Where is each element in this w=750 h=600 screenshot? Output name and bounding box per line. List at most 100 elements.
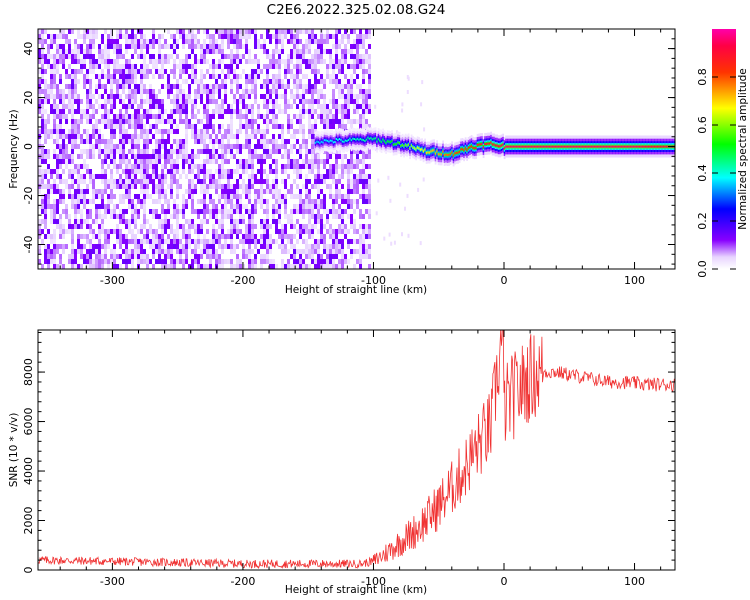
noise-cell — [122, 64, 125, 69]
noise-cell — [185, 254, 188, 259]
noise-cell — [323, 119, 326, 124]
noise-cell — [47, 259, 50, 264]
noise-cell — [110, 134, 113, 139]
noise-cell — [185, 79, 188, 84]
noise-cell — [125, 74, 128, 79]
noise-cell — [80, 139, 83, 144]
noise-cell — [56, 49, 59, 54]
signal-core-cell — [361, 138, 363, 141]
noise-cell — [236, 89, 239, 94]
noise-cell — [272, 104, 275, 109]
noise-cell — [350, 154, 353, 159]
noise-cell — [74, 94, 77, 99]
noise-cell — [218, 179, 221, 184]
noise-cell — [41, 239, 44, 244]
noise-cell — [167, 79, 170, 84]
noise-cell — [194, 129, 197, 134]
noise-cell — [41, 179, 44, 184]
noise-cell — [176, 204, 179, 209]
noise-cell — [53, 264, 56, 269]
noise-cell — [236, 34, 239, 39]
noise-cell — [314, 109, 317, 114]
noise-cell — [236, 29, 239, 34]
noise-cell — [335, 159, 338, 164]
noise-cell — [200, 89, 203, 94]
noise-cell — [209, 154, 212, 159]
noise-cell — [296, 259, 299, 264]
noise-cell — [281, 224, 284, 229]
noise-cell — [203, 204, 206, 209]
noise-cell — [230, 189, 233, 194]
noise-cell — [302, 249, 305, 254]
noise-cell — [299, 174, 302, 179]
signal-core-cell — [527, 145, 530, 148]
noise-cell — [122, 119, 125, 124]
noise-cell — [80, 189, 83, 194]
noise-cell — [56, 144, 59, 149]
noise-cell — [53, 204, 56, 209]
noise-cell — [47, 134, 50, 139]
noise-cell — [290, 144, 293, 149]
noise-cell — [323, 99, 326, 104]
noise-cell — [332, 259, 335, 264]
noise-cell — [167, 254, 170, 259]
noise-cell — [356, 34, 359, 39]
noise-cell — [194, 174, 197, 179]
noise-cell — [101, 199, 104, 204]
noise-cell — [212, 244, 215, 249]
noise-cell — [368, 109, 371, 114]
noise-cell — [80, 174, 83, 179]
noise-cell — [95, 219, 98, 224]
noise-cell — [242, 264, 245, 269]
signal-core-cell — [379, 139, 381, 142]
noise-cell — [176, 124, 179, 129]
noise-cell — [359, 169, 362, 174]
noise-cell — [356, 164, 359, 169]
noise-cell — [176, 249, 179, 254]
noise-cell — [38, 244, 41, 249]
noise-cell — [197, 84, 200, 89]
noise-cell — [191, 239, 194, 244]
noise-cell — [44, 59, 47, 64]
noise-cell — [284, 154, 287, 159]
noise-cell — [53, 84, 56, 89]
noise-cell — [47, 254, 50, 259]
noise-cell — [248, 59, 251, 64]
noise-cell — [185, 119, 188, 124]
noise-cell — [278, 104, 281, 109]
noise-cell — [299, 114, 302, 119]
noise-cell — [311, 109, 314, 114]
noise-cell — [266, 69, 269, 74]
signal-core-cell — [644, 145, 647, 148]
noise-cell — [347, 99, 350, 104]
noise-cell — [200, 94, 203, 99]
noise-cell — [167, 94, 170, 99]
noise-cell — [215, 109, 218, 114]
noise-cell — [152, 229, 155, 234]
noise-cell — [239, 54, 242, 59]
noise-cell — [188, 159, 191, 164]
noise-cell — [122, 194, 125, 199]
noise-cell — [326, 69, 329, 74]
noise-cell — [194, 249, 197, 254]
noise-cell — [176, 44, 179, 49]
noise-cell — [131, 229, 134, 234]
noise-cell — [98, 239, 101, 244]
noise-cell — [92, 109, 95, 114]
noise-cell — [224, 244, 227, 249]
signal-core-cell — [571, 145, 573, 148]
noise-cell — [98, 129, 101, 134]
noise-cell — [113, 254, 116, 259]
noise-cell — [311, 99, 314, 104]
noise-cell — [254, 204, 257, 209]
noise-cell — [83, 84, 86, 89]
noise-cell — [206, 184, 209, 189]
noise-cell — [53, 109, 56, 114]
noise-cell — [362, 254, 365, 259]
noise-cell — [215, 154, 218, 159]
noise-cell — [365, 194, 368, 199]
noise-cell — [104, 159, 107, 164]
noise-cell — [278, 59, 281, 64]
noise-cell — [284, 139, 287, 144]
noise-cell — [77, 184, 80, 189]
